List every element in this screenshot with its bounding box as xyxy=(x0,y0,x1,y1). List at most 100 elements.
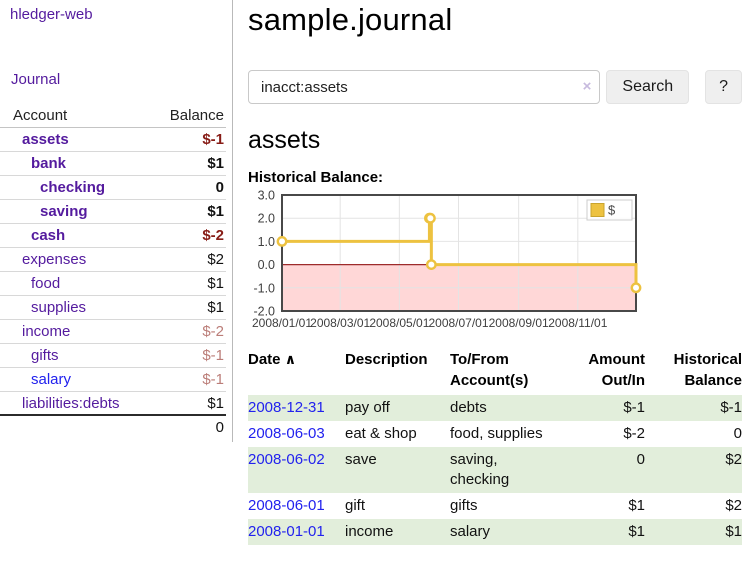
date-cell: 2008-06-02 xyxy=(248,447,345,493)
sidebar-account-link-expenses[interactable]: expenses xyxy=(22,251,87,268)
transaction-date-link[interactable]: 2008-06-01 xyxy=(248,497,325,514)
sort-ascending-icon: ∧ xyxy=(284,351,297,367)
amount-cell: 0 xyxy=(636,451,645,468)
register-header-row: Date ∧ Description To/From Account(s) Am… xyxy=(248,347,742,395)
account-row: bank $1 xyxy=(0,152,226,176)
sidebar-account-link-salary[interactable]: salary xyxy=(31,371,72,388)
amount-cell: $1 xyxy=(628,523,645,540)
accounts-total-value: 0 xyxy=(215,419,224,436)
amount-header-line2: Out/In xyxy=(601,372,645,389)
account-heading: assets xyxy=(248,126,321,154)
account-balance: $1 xyxy=(207,395,224,412)
sidebar-account-link-checking[interactable]: checking xyxy=(40,179,106,196)
accounts-header-balance: Balance xyxy=(169,107,224,124)
register-header-description[interactable]: Description xyxy=(345,351,428,368)
sidebar-account-link-cash[interactable]: cash xyxy=(31,227,66,244)
sidebar-account-link-bank[interactable]: bank xyxy=(31,155,67,172)
sidebar-account-link-assets[interactable]: assets xyxy=(22,131,69,148)
y-tick-label: 0.0 xyxy=(258,258,275,272)
account-balance: $-2 xyxy=(202,227,224,244)
register-row: 2008-06-01 gift gifts $1 $2 xyxy=(248,493,742,519)
transaction-date-link[interactable]: 2008-06-02 xyxy=(248,451,325,468)
accounts-cell: salary xyxy=(450,523,491,540)
register-rows: 2008-12-31 pay off debts $-1 $-1 2008-06-03 ea… xyxy=(248,395,742,545)
accounts-cell: gifts xyxy=(450,497,478,514)
sidebar-account-link-income[interactable]: income xyxy=(22,323,71,340)
account-balance: $1 xyxy=(207,203,224,220)
register-row: 2008-12-31 pay off debts $-1 $-1 xyxy=(248,395,742,421)
x-tick-label: 2008/01/01 xyxy=(252,316,312,330)
amount-cell: $-2 xyxy=(623,425,645,442)
transaction-date-link[interactable]: 2008-06-03 xyxy=(248,425,325,442)
accounts-header-line2: Account(s) xyxy=(450,372,529,389)
register-header-amount[interactable]: Amount Out/In xyxy=(554,347,645,395)
register-row: 2008-06-03 eat & shop food, supplies $-2 0 xyxy=(248,421,742,447)
account-balance: 0 xyxy=(215,179,224,196)
account-row: liabilities:debts $1 xyxy=(0,392,226,416)
search-input[interactable] xyxy=(248,70,601,104)
sidebar-account-link-saving[interactable]: saving xyxy=(40,203,88,220)
balance-header-line1: Historical xyxy=(673,351,742,368)
sidebar: hledger-web Journal Account Balance asse… xyxy=(0,0,233,442)
accounts-header-account: Account xyxy=(13,107,68,124)
x-tick-label: 2008/05/01 xyxy=(369,316,429,330)
account-balance: $1 xyxy=(207,299,224,316)
register-table: Date ∧ Description To/From Account(s) Am… xyxy=(248,347,742,545)
search-form: × Search ? xyxy=(248,70,742,104)
x-tick-label: 2008/07/01 xyxy=(428,316,488,330)
account-row: supplies $1 xyxy=(0,296,226,320)
amount-cell: $1 xyxy=(628,497,645,514)
amount-cell: $-1 xyxy=(623,399,645,416)
x-tick-label: 2008/03/01 xyxy=(310,316,370,330)
description-cell: income xyxy=(345,523,394,540)
sidebar-account-link-liabilities-debts[interactable]: liabilities:debts xyxy=(22,395,120,412)
sidebar-account-link-gifts[interactable]: gifts xyxy=(31,347,59,364)
data-point-marker xyxy=(424,212,436,224)
y-tick-label: -2.0 xyxy=(253,305,275,319)
accounts-total-row: 0 xyxy=(0,416,226,440)
data-point-marker xyxy=(630,282,642,294)
chart-label: Historical Balance: xyxy=(248,169,384,186)
transaction-date-link[interactable]: 2008-01-01 xyxy=(248,523,325,540)
accounts-table: Account Balance assets $-1 bank $1 checking 0… xyxy=(0,104,226,440)
account-row: salary $-1 xyxy=(0,368,226,392)
y-tick-label: -1.0 xyxy=(253,281,275,295)
date-header-label: Date xyxy=(248,351,281,368)
sidebar-account-link-supplies[interactable]: supplies xyxy=(31,299,87,316)
data-point-marker xyxy=(425,259,437,271)
account-row: cash $-2 xyxy=(0,224,226,248)
account-balance: $-1 xyxy=(202,371,224,388)
register-header-balance[interactable]: Historical Balance xyxy=(645,347,742,395)
description-cell: eat & shop xyxy=(345,425,417,442)
y-tick-label: 3.0 xyxy=(258,189,275,203)
account-balance: $1 xyxy=(207,275,224,292)
account-row: checking 0 xyxy=(0,176,226,200)
description-cell: gift xyxy=(345,497,366,514)
x-tick-label: 2008/11/01 xyxy=(548,316,607,330)
transaction-date-link[interactable]: 2008-12-31 xyxy=(248,399,325,416)
account-row: expenses $2 xyxy=(0,248,226,272)
accounts-header-line1: To/From xyxy=(450,351,509,368)
clear-search-icon[interactable]: × xyxy=(582,78,592,95)
balance-cell: $1 xyxy=(725,523,742,540)
sidebar-account-link-food[interactable]: food xyxy=(31,275,61,292)
search-button[interactable]: Search xyxy=(606,70,690,104)
date-cell: 2008-01-01 xyxy=(248,519,345,545)
account-balance: $-1 xyxy=(202,347,224,364)
nav-journal-link[interactable]: Journal xyxy=(11,71,61,88)
accounts-cell: saving, checking xyxy=(450,451,510,488)
x-tick-label: 2008/09/01 xyxy=(489,316,549,330)
search-box: × xyxy=(248,70,601,104)
register-row: 2008-01-01 income salary $1 $1 xyxy=(248,519,742,545)
balance-header-line2: Balance xyxy=(684,372,742,389)
register-header-accounts[interactable]: To/From Account(s) xyxy=(450,347,554,395)
help-button[interactable]: ? xyxy=(705,70,742,104)
legend-swatch xyxy=(590,203,605,217)
date-cell: 2008-12-31 xyxy=(248,395,345,421)
brand-link[interactable]: hledger-web xyxy=(10,6,93,23)
y-tick-label: 1.0 xyxy=(258,235,275,249)
y-tick-label: 2.0 xyxy=(258,212,275,226)
accounts-rows: assets $-1 bank $1 checking 0 saving $1 cash $-2 e… xyxy=(0,128,226,416)
register-row: 2008-06-02 save saving, checking 0 $2 xyxy=(248,447,742,493)
register-header-date[interactable]: Date ∧ xyxy=(248,347,345,395)
